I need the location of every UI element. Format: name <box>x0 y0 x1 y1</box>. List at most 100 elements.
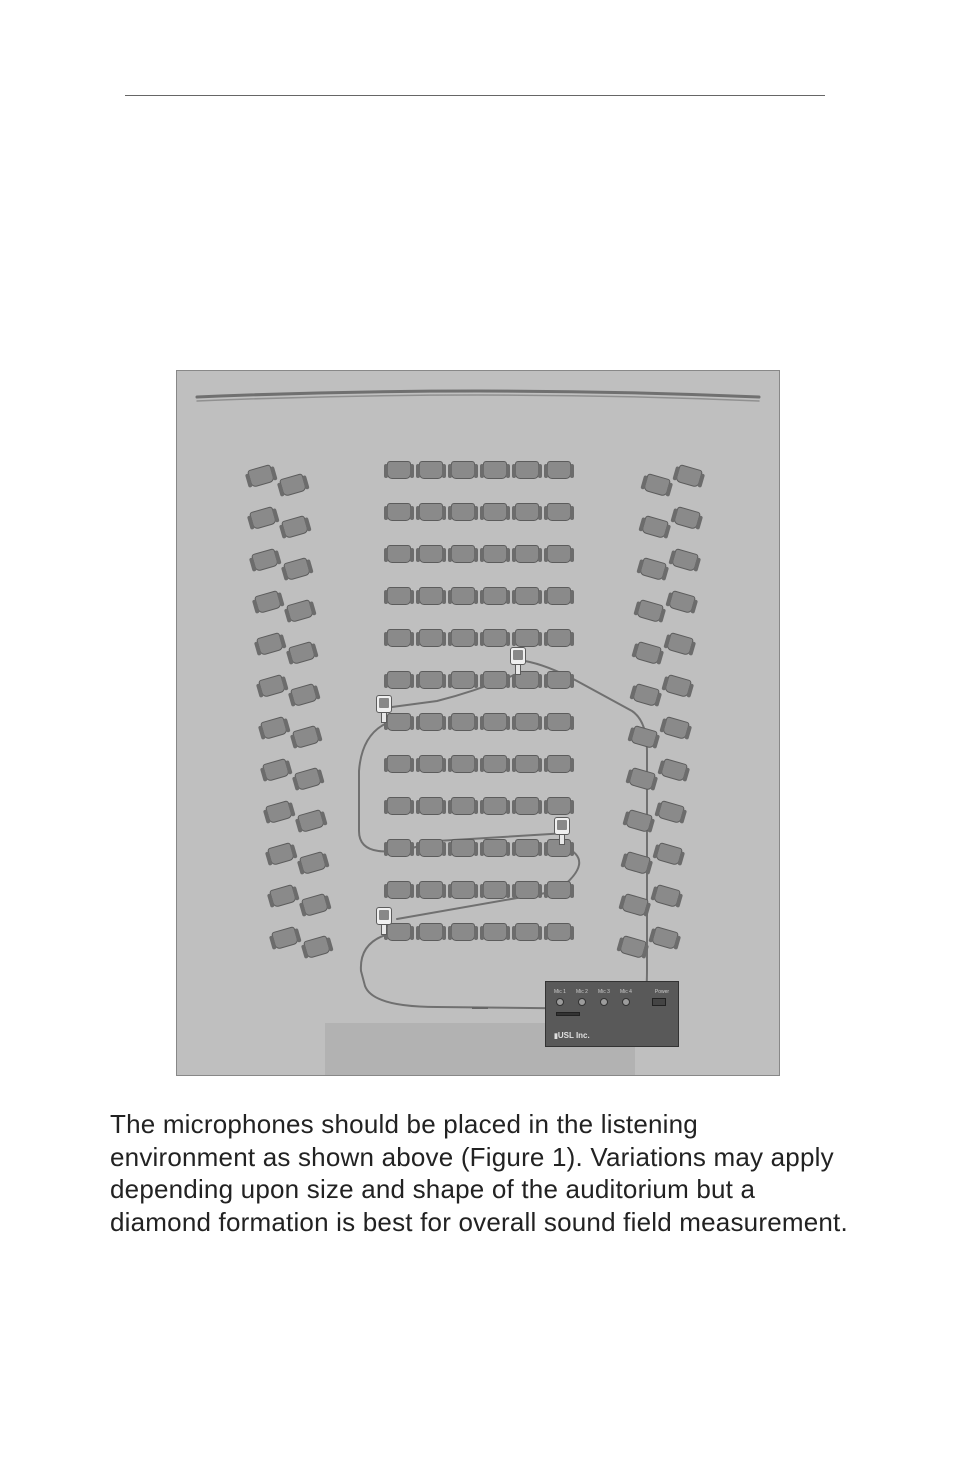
seat-right <box>671 548 699 572</box>
seat-center <box>547 587 571 605</box>
seat-right <box>673 506 701 530</box>
seat-center <box>387 671 411 689</box>
seat-left <box>249 506 277 530</box>
seat-center <box>451 461 475 479</box>
seat-center <box>451 503 475 521</box>
mic-port-4 <box>622 998 630 1006</box>
seat-left <box>294 767 322 791</box>
seating-area <box>177 449 781 1005</box>
seat-right <box>641 515 669 539</box>
seat-center <box>483 587 507 605</box>
seat-center <box>419 587 443 605</box>
seat-center <box>387 587 411 605</box>
seat-center <box>547 755 571 773</box>
seat-left <box>251 548 279 572</box>
seat-center <box>515 839 539 857</box>
seat-left <box>265 800 293 824</box>
seat-center <box>483 629 507 647</box>
seat-left <box>283 557 311 581</box>
seat-center <box>451 797 475 815</box>
seat-left <box>303 935 331 959</box>
microphone-3 <box>551 817 573 847</box>
seat-center <box>451 839 475 857</box>
seat-center <box>547 713 571 731</box>
seat-center <box>451 923 475 941</box>
mic-port-3 <box>600 998 608 1006</box>
seat-center <box>387 503 411 521</box>
seat-center <box>451 671 475 689</box>
seat-center <box>387 881 411 899</box>
seat-left <box>254 590 282 614</box>
seat-center <box>515 797 539 815</box>
microphone-4 <box>373 907 395 937</box>
seat-right <box>639 557 667 581</box>
seat-right <box>651 926 679 950</box>
seat-center <box>483 923 507 941</box>
seat-center <box>515 503 539 521</box>
seat-center <box>547 797 571 815</box>
seat-center <box>451 881 475 899</box>
seat-right <box>668 590 696 614</box>
seat-right <box>675 464 703 488</box>
seat-left <box>292 725 320 749</box>
seat-center <box>515 881 539 899</box>
figure-caption: The microphones should be placed in the … <box>110 1108 850 1238</box>
seat-left <box>271 926 299 950</box>
seat-center <box>515 713 539 731</box>
seat-center <box>451 713 475 731</box>
seat-center <box>515 587 539 605</box>
seat-center <box>515 755 539 773</box>
seat-right <box>653 884 681 908</box>
seat-center <box>419 629 443 647</box>
auditorium-figure: Mic 1 Mic 2 Mic 3 Mic 4 Power ▮USL Inc. <box>176 370 780 1076</box>
microphone-2 <box>373 695 395 725</box>
seat-left <box>279 473 307 497</box>
seat-center <box>547 923 571 941</box>
seat-center <box>451 629 475 647</box>
seat-left <box>288 641 316 665</box>
seat-center <box>387 545 411 563</box>
seat-center <box>483 797 507 815</box>
mic-port-1 <box>556 998 564 1006</box>
seat-center <box>547 629 571 647</box>
document-page: Mic 1 Mic 2 Mic 3 Mic 4 Power ▮USL Inc. … <box>0 0 954 1475</box>
seat-center <box>547 881 571 899</box>
usl-device: Mic 1 Mic 2 Mic 3 Mic 4 Power ▮USL Inc. <box>545 981 679 1047</box>
seat-center <box>515 923 539 941</box>
seat-right <box>630 725 658 749</box>
seat-center <box>419 755 443 773</box>
microphone-1 <box>507 647 529 677</box>
seat-left <box>297 809 325 833</box>
seat-center <box>387 755 411 773</box>
seat-left <box>281 515 309 539</box>
seat-left <box>262 758 290 782</box>
seat-left <box>256 632 284 656</box>
seat-center <box>483 671 507 689</box>
seat-center <box>483 755 507 773</box>
seat-left <box>290 683 318 707</box>
seat-right <box>655 842 683 866</box>
seat-left <box>258 674 286 698</box>
seat-right <box>625 809 653 833</box>
seat-right <box>621 893 649 917</box>
seat-center <box>483 839 507 857</box>
seat-right <box>619 935 647 959</box>
seat-center <box>483 713 507 731</box>
seat-right <box>643 473 671 497</box>
seat-center <box>419 839 443 857</box>
seat-left <box>247 464 275 488</box>
seat-right <box>623 851 651 875</box>
port-label-3: Mic 3 <box>594 989 614 995</box>
seat-center <box>451 587 475 605</box>
seat-right <box>664 674 692 698</box>
seat-center <box>419 881 443 899</box>
seat-right <box>632 683 660 707</box>
seat-center <box>483 503 507 521</box>
seat-right <box>662 716 690 740</box>
seat-center <box>547 503 571 521</box>
seat-center <box>387 629 411 647</box>
seat-right <box>628 767 656 791</box>
power-port <box>652 998 666 1006</box>
seat-center <box>387 839 411 857</box>
device-slot <box>556 1012 580 1016</box>
